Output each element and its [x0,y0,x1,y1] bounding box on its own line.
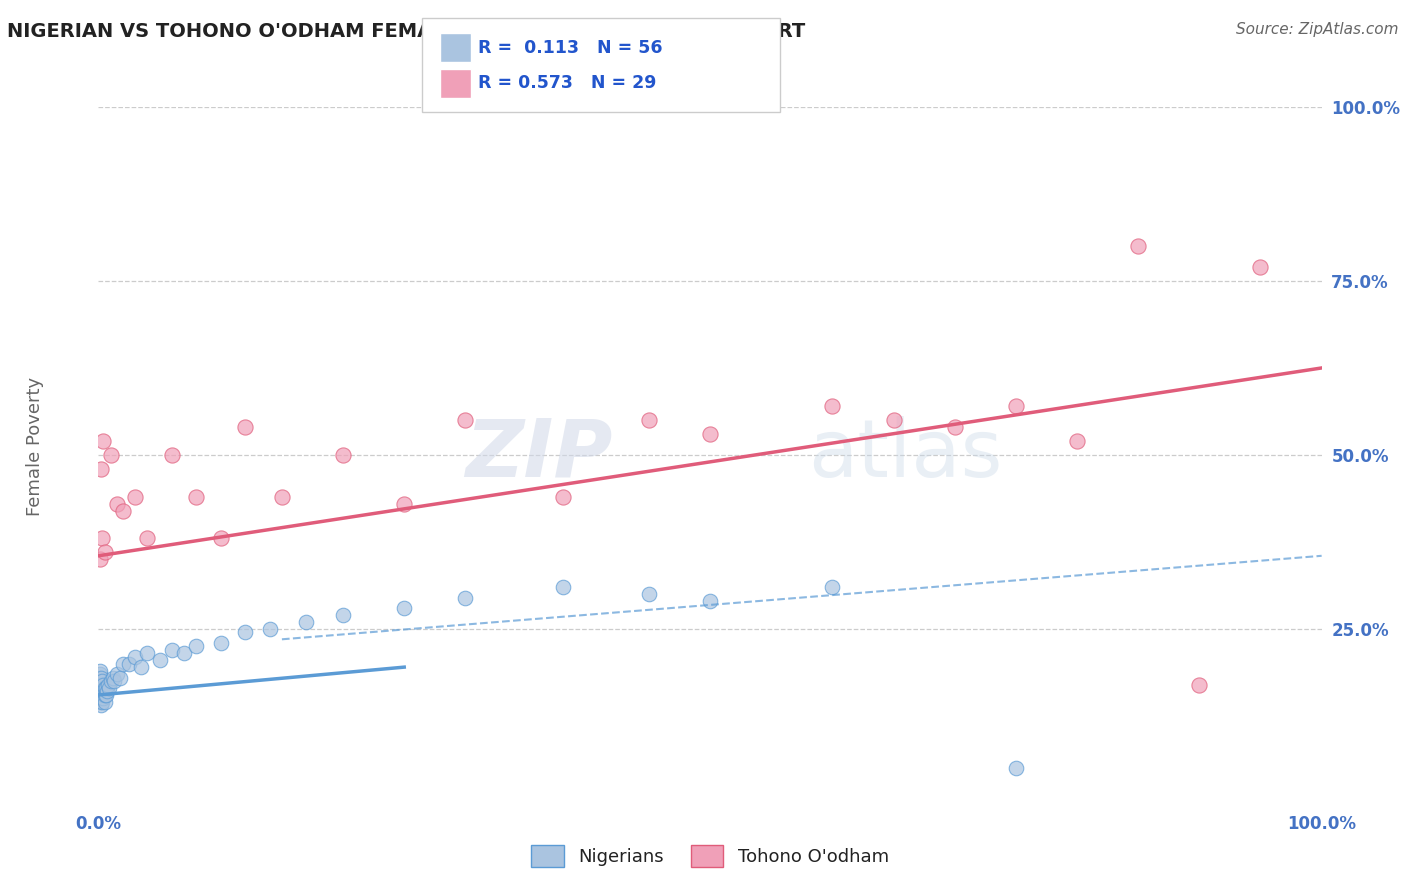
Point [98,681,121,695]
Point [1066,434,1088,448]
Point [91,532,114,546]
Point [883,413,905,427]
Point [943,420,966,434]
Point [90,691,112,706]
Point [821,580,844,594]
Point [89,664,111,678]
Point [124,490,146,504]
Point [91,677,114,691]
Point [124,649,146,664]
Text: R =  0.113   N = 56: R = 0.113 N = 56 [478,38,662,57]
Point [105,667,128,681]
Point [111,503,134,517]
Point [270,490,294,504]
Point [89,677,111,691]
Point [553,580,575,594]
Point [91,674,114,689]
Point [90,684,112,698]
Point [110,671,132,685]
Point [1188,677,1211,691]
Point [97,677,120,691]
Text: R = 0.573   N = 29: R = 0.573 N = 29 [478,74,657,92]
Point [90,677,112,691]
Point [454,591,477,605]
Point [89,695,111,709]
Point [91,695,114,709]
Point [699,594,721,608]
Point [392,497,416,511]
Point [96,684,118,698]
Point [173,646,195,660]
Point [89,674,111,689]
Point [1004,399,1026,413]
Point [91,684,114,698]
Point [93,688,115,702]
Point [699,427,721,442]
Point [89,671,111,685]
Point [91,688,114,702]
Point [91,691,114,706]
Point [90,671,112,685]
Point [136,646,159,660]
Point [160,448,183,462]
Point [637,413,661,427]
Point [1004,761,1026,775]
Point [233,625,256,640]
Point [209,636,232,650]
Point [93,681,115,695]
Point [332,448,354,462]
Point [91,681,114,695]
Point [392,601,416,615]
Point [89,688,111,702]
Point [149,653,172,667]
Point [100,674,122,689]
Point [93,695,115,709]
Text: ZIP: ZIP [465,416,612,494]
Point [553,490,575,504]
Point [94,681,117,695]
Text: Source: ZipAtlas.com: Source: ZipAtlas.com [1236,22,1399,37]
Point [332,607,354,622]
Point [821,399,844,413]
Point [91,434,114,448]
Point [90,698,112,713]
Point [103,674,125,689]
Point [1128,239,1150,253]
Point [101,671,124,685]
Text: NIGERIAN VS TOHONO O'ODHAM FEMALE POVERTY CORRELATION CHART: NIGERIAN VS TOHONO O'ODHAM FEMALE POVERT… [7,22,806,41]
Point [186,639,208,653]
Point [118,657,141,671]
Point [129,660,152,674]
Point [454,413,477,427]
Point [259,622,281,636]
Point [637,587,661,601]
Point [105,497,128,511]
Point [89,667,111,681]
Point [89,691,111,706]
Point [209,532,232,546]
Point [89,681,111,695]
Point [94,688,117,702]
Point [233,420,256,434]
Point [136,532,159,546]
Point [89,552,111,566]
Legend: Nigerians, Tohono O'odham: Nigerians, Tohono O'odham [524,838,896,874]
Point [295,615,318,629]
Point [93,545,115,559]
Point [186,490,208,504]
Point [89,684,111,698]
Point [100,448,122,462]
Text: Female Poverty: Female Poverty [27,376,44,516]
Point [90,462,112,476]
Point [160,642,183,657]
Point [1249,260,1271,274]
Text: atlas: atlas [808,416,1002,494]
Point [111,657,134,671]
